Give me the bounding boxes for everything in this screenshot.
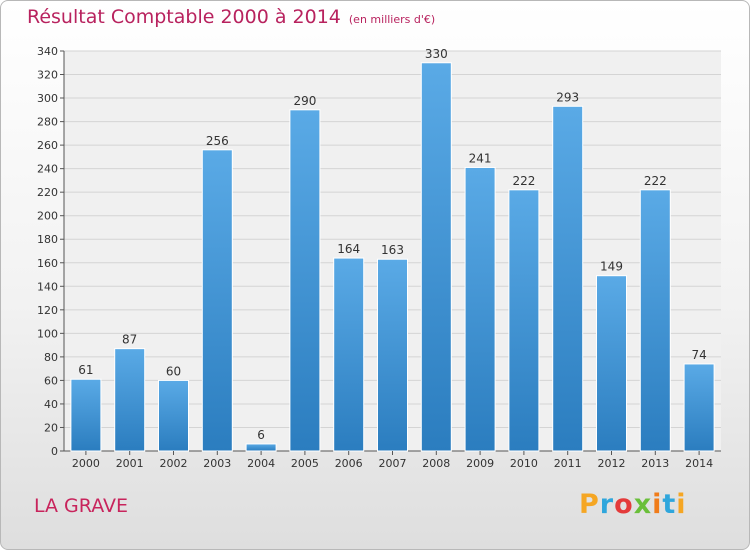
bar-2006 bbox=[333, 257, 365, 452]
x-tick-label: 2006 bbox=[335, 457, 363, 470]
y-tick-label: 120 bbox=[37, 304, 58, 317]
chart-title: Résultat Comptable 2000 à 2014 bbox=[27, 6, 341, 28]
y-tick-label: 240 bbox=[37, 163, 58, 176]
x-tick-label: 2014 bbox=[685, 457, 713, 470]
x-tick-label: 2013 bbox=[641, 457, 669, 470]
y-tick-label: 340 bbox=[37, 45, 58, 58]
bar-2014 bbox=[683, 363, 715, 452]
data-label-2005: 290 bbox=[293, 94, 316, 108]
x-tick-label: 2005 bbox=[291, 457, 319, 470]
bar-2002 bbox=[158, 379, 189, 452]
y-tick-label: 40 bbox=[44, 398, 58, 411]
data-label-2003: 256 bbox=[206, 134, 229, 148]
data-label-2010: 222 bbox=[512, 174, 535, 188]
bar-2003 bbox=[201, 149, 233, 452]
data-label-2009: 241 bbox=[469, 151, 492, 165]
logo-letter: P bbox=[579, 489, 600, 520]
bar-2010 bbox=[508, 189, 540, 452]
logo-letter: o bbox=[614, 489, 634, 520]
logo-letter: i bbox=[652, 489, 663, 520]
x-axis-ticks: 2000 2001 2002 2003 2004 2005 2006 2007 2008 2009… bbox=[72, 451, 713, 470]
y-tick-label: 320 bbox=[37, 69, 58, 82]
bar-2000 bbox=[70, 378, 102, 452]
data-label-2002: 60 bbox=[166, 364, 181, 378]
data-label-2013: 222 bbox=[644, 174, 667, 188]
bar-2005 bbox=[289, 109, 321, 452]
x-tick-label: 2001 bbox=[116, 457, 144, 470]
y-tick-label: 60 bbox=[44, 374, 58, 387]
y-tick-label: 100 bbox=[37, 327, 58, 340]
x-tick-label: 2003 bbox=[203, 457, 231, 470]
data-label-2007: 163 bbox=[381, 243, 404, 257]
bar-2001 bbox=[114, 348, 146, 452]
data-labels: 61 87 60 256 6 290 164 163 330 241 222 293 149 222 74 bbox=[78, 47, 706, 442]
bars bbox=[70, 62, 715, 452]
y-tick-label: 180 bbox=[37, 233, 58, 246]
city-name: LA GRAVE bbox=[34, 495, 128, 517]
data-label-2012: 149 bbox=[600, 260, 623, 274]
data-label-2006: 164 bbox=[337, 242, 360, 256]
y-tick-label: 20 bbox=[44, 421, 58, 434]
x-tick-label: 2007 bbox=[379, 457, 407, 470]
y-tick-label: 160 bbox=[37, 257, 58, 270]
x-tick-label: 2011 bbox=[554, 457, 582, 470]
x-tick-label: 2008 bbox=[422, 457, 450, 470]
y-tick-label: 140 bbox=[37, 280, 58, 293]
x-tick-label: 2010 bbox=[510, 457, 538, 470]
x-tick-label: 2002 bbox=[160, 457, 188, 470]
bar-2008 bbox=[420, 62, 452, 452]
logo-letter: i bbox=[676, 489, 687, 520]
bar-2009 bbox=[464, 166, 496, 452]
x-tick-label: 2000 bbox=[72, 457, 100, 470]
data-label-2000: 61 bbox=[78, 363, 93, 377]
logo-letter: r bbox=[599, 489, 615, 520]
bar-2011 bbox=[552, 105, 584, 452]
title-row: Résultat Comptable 2000 à 2014 (en millie… bbox=[27, 6, 435, 28]
y-tick-label: 220 bbox=[37, 186, 58, 199]
y-axis-ticks: 0 20 40 60 80 100 120 140 160 180 200 220 240 260 280 3… bbox=[37, 45, 64, 458]
y-tick-label: 200 bbox=[37, 210, 58, 223]
bar-2007 bbox=[377, 258, 408, 452]
y-tick-label: 300 bbox=[37, 92, 58, 105]
x-tick-label: 2004 bbox=[247, 457, 275, 470]
bar-2013 bbox=[639, 189, 671, 452]
proxiti-logo: Proxiti bbox=[579, 489, 687, 520]
chart-subtitle: (en milliers d'€) bbox=[348, 13, 436, 26]
data-label-2008: 330 bbox=[425, 47, 448, 61]
bar-2004 bbox=[245, 443, 277, 452]
y-tick-label: 0 bbox=[51, 445, 58, 458]
x-tick-label: 2012 bbox=[598, 457, 626, 470]
logo-letter: t bbox=[662, 489, 677, 520]
logo-letter: x bbox=[633, 489, 653, 520]
data-label-2004: 6 bbox=[257, 428, 265, 442]
y-tick-label: 80 bbox=[44, 351, 58, 364]
data-label-2001: 87 bbox=[122, 333, 137, 347]
bar-2012 bbox=[596, 275, 627, 452]
data-label-2014: 74 bbox=[691, 348, 706, 362]
data-label-2011: 293 bbox=[556, 90, 579, 104]
x-tick-label: 2009 bbox=[466, 457, 494, 470]
y-tick-label: 280 bbox=[37, 116, 58, 129]
y-tick-label: 260 bbox=[37, 139, 58, 152]
